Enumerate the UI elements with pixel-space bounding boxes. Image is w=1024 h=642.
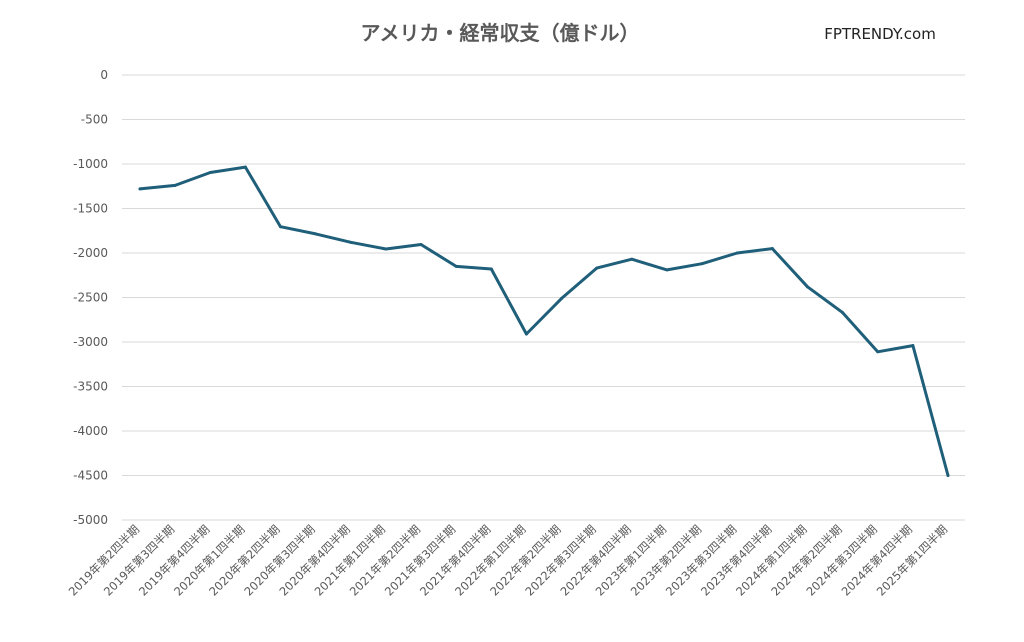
y-tick-label: -4000	[73, 424, 108, 438]
data-point	[770, 247, 774, 251]
series-layer	[138, 165, 950, 477]
data-point	[279, 225, 283, 229]
data-point	[173, 183, 177, 187]
data-point	[489, 267, 493, 271]
data-point	[349, 240, 353, 244]
y-tick-label: 0	[100, 68, 108, 82]
data-point	[595, 266, 599, 270]
chart-title: アメリカ・経常収支（億ドル）	[361, 21, 640, 45]
y-tick-label: -1500	[73, 202, 108, 216]
data-point	[630, 257, 634, 261]
data-point	[911, 344, 915, 348]
y-tick-label: -2000	[73, 246, 108, 260]
data-point	[876, 350, 880, 354]
data-point	[665, 268, 669, 272]
brand-label: FPTRENDY.com	[824, 25, 936, 43]
data-point	[805, 285, 809, 289]
data-point	[314, 232, 318, 236]
data-point	[243, 165, 247, 169]
data-point	[524, 332, 528, 336]
y-axis-ticks: 0 -500 -1000 -1500 -2000 -2500 -3000 -3500 -4000…	[73, 68, 108, 527]
data-point	[208, 170, 212, 174]
series-line	[138, 165, 950, 477]
data-point	[841, 311, 845, 315]
data-point	[735, 251, 739, 255]
grid-lines	[122, 74, 965, 521]
data-point	[454, 264, 458, 268]
y-tick-label: -2500	[73, 291, 108, 305]
data-point	[419, 243, 423, 247]
data-point	[946, 474, 950, 477]
x-axis-ticks: 2019年第2四半期2019年第3四半期2019年第4四半期2020年第1四半期…	[66, 522, 950, 598]
y-tick-label: -500	[81, 113, 108, 127]
data-point	[138, 187, 142, 191]
data-point	[560, 296, 564, 300]
y-tick-label: -3000	[73, 335, 108, 349]
y-tick-label: -5000	[73, 513, 108, 527]
y-tick-label: -1000	[73, 157, 108, 171]
y-tick-label: -3500	[73, 380, 108, 394]
data-point	[700, 262, 704, 266]
y-tick-label: -4500	[73, 469, 108, 483]
data-point	[384, 247, 388, 251]
